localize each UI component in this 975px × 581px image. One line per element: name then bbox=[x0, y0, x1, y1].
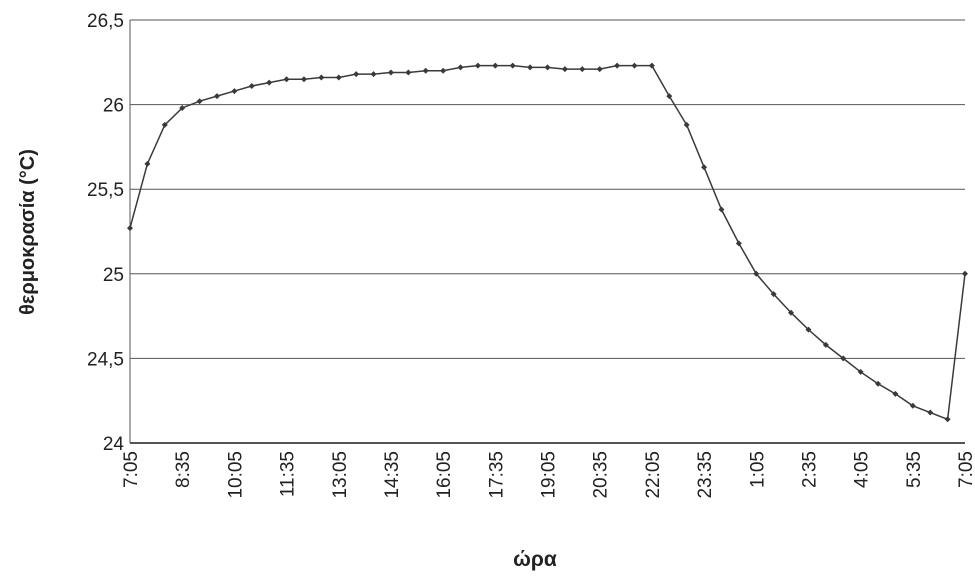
marker bbox=[161, 121, 168, 128]
marker bbox=[631, 62, 638, 69]
marker bbox=[457, 64, 464, 71]
y-axis-label: θερμοκρασία (°C) bbox=[17, 149, 39, 315]
marker bbox=[213, 93, 220, 100]
y-tick-label: 24,5 bbox=[87, 349, 124, 370]
marker bbox=[579, 66, 586, 73]
x-tick-label: 13:05 bbox=[330, 451, 351, 499]
x-tick-label: 16:05 bbox=[434, 451, 455, 499]
marker bbox=[701, 164, 708, 171]
x-tick-label: 5:35 bbox=[904, 451, 925, 488]
marker bbox=[231, 88, 238, 95]
marker bbox=[527, 64, 534, 71]
marker bbox=[909, 402, 916, 409]
marker bbox=[683, 121, 690, 128]
marker bbox=[718, 206, 725, 213]
marker bbox=[822, 341, 829, 348]
y-tick-label: 25,5 bbox=[87, 180, 124, 201]
marker bbox=[840, 355, 847, 362]
marker bbox=[561, 66, 568, 73]
marker bbox=[875, 380, 882, 387]
marker bbox=[596, 66, 603, 73]
marker bbox=[648, 62, 655, 69]
x-tick-label: 11:35 bbox=[278, 451, 299, 497]
marker bbox=[335, 74, 342, 81]
marker bbox=[492, 62, 499, 69]
x-tick-label: 2:35 bbox=[799, 451, 820, 488]
marker bbox=[300, 76, 307, 83]
marker bbox=[735, 240, 742, 247]
x-axis-label: ώρα bbox=[513, 548, 557, 571]
marker bbox=[962, 270, 968, 277]
marker bbox=[248, 82, 255, 89]
marker bbox=[544, 64, 551, 71]
marker bbox=[370, 71, 377, 78]
x-tick-label: 20:35 bbox=[591, 451, 612, 499]
marker bbox=[283, 76, 290, 83]
y-tick-label: 24 bbox=[103, 434, 125, 455]
marker bbox=[440, 67, 447, 74]
marker bbox=[753, 270, 760, 277]
marker bbox=[266, 79, 273, 86]
y-tick-label: 25 bbox=[103, 265, 124, 286]
marker bbox=[927, 409, 934, 416]
y-tick-label: 26 bbox=[103, 96, 124, 117]
marker bbox=[770, 291, 777, 298]
x-tick-label: 19:05 bbox=[539, 451, 560, 499]
marker bbox=[944, 416, 951, 423]
x-tick-label: 8:35 bbox=[173, 451, 194, 488]
x-tick-label: 4:05 bbox=[852, 451, 873, 488]
marker bbox=[144, 160, 151, 167]
marker bbox=[196, 98, 203, 105]
marker bbox=[387, 69, 394, 76]
marker bbox=[405, 69, 412, 76]
marker bbox=[353, 71, 360, 78]
marker bbox=[892, 390, 899, 397]
x-tick-label: 7:05 bbox=[956, 451, 975, 488]
x-tick-label: 22:05 bbox=[643, 451, 664, 499]
marker bbox=[422, 67, 429, 74]
marker bbox=[666, 93, 673, 100]
marker bbox=[318, 74, 325, 81]
x-tick-label: 23:35 bbox=[695, 451, 716, 499]
marker bbox=[474, 62, 481, 69]
marker bbox=[805, 326, 812, 333]
x-tick-label: 1:05 bbox=[747, 451, 768, 488]
marker bbox=[857, 368, 864, 375]
x-tick-label: 17:35 bbox=[486, 451, 507, 499]
marker bbox=[127, 225, 133, 232]
marker bbox=[614, 62, 621, 69]
x-tick-label: 14:35 bbox=[382, 451, 403, 499]
marker bbox=[179, 104, 186, 111]
marker bbox=[509, 62, 516, 69]
x-tick-label: 7:05 bbox=[121, 451, 142, 488]
marker bbox=[788, 309, 795, 316]
y-tick-label: 26,5 bbox=[87, 11, 124, 32]
x-tick-label: 10:05 bbox=[225, 451, 246, 499]
line bbox=[129, 64, 966, 421]
